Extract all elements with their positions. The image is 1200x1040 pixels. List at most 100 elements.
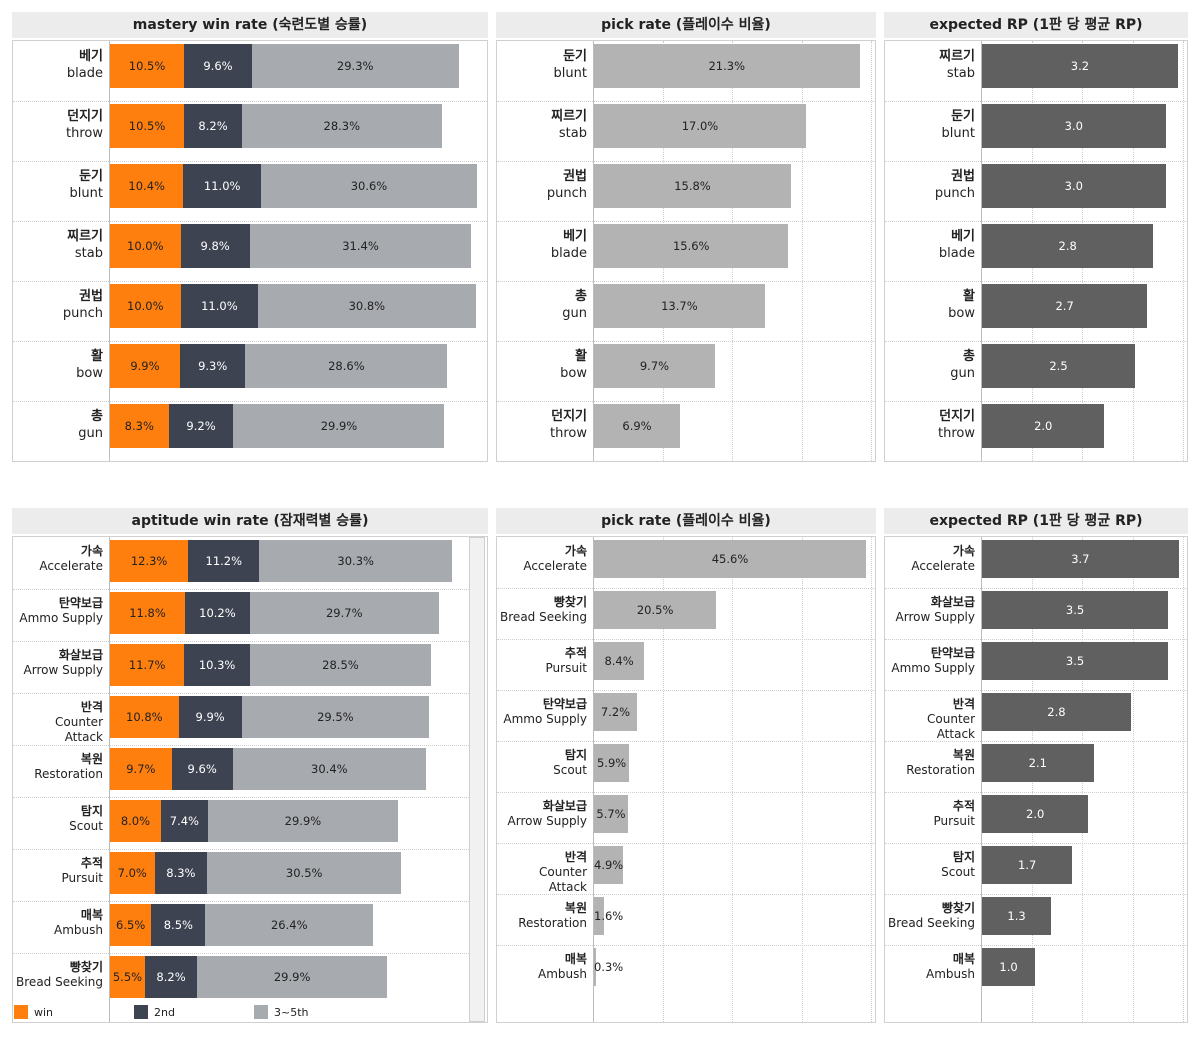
bar-segment-win: 9.7% xyxy=(110,748,172,790)
category-label-korean: 추적 xyxy=(952,799,975,813)
category-label: 베기 blade xyxy=(497,228,587,262)
category-label: 화살보급 Arrow Supply xyxy=(13,648,103,678)
row-separator xyxy=(885,161,1187,162)
y-axis-line xyxy=(109,537,110,1022)
chart-title: expected RP (1판 당 평균 RP) xyxy=(884,12,1188,38)
category-label-english: Arrow Supply xyxy=(507,814,587,828)
category-label: 반격 Counter Attack xyxy=(13,700,103,745)
bar-segment-3to5th: 29.9% xyxy=(207,800,398,842)
chart-body: 가속 Accelerate 3.7 화살보급 Arrow Supply 3.5 탄약보급 Am… xyxy=(884,536,1188,1023)
row-separator xyxy=(885,894,1187,895)
category-label-korean: 탐지 xyxy=(564,748,587,762)
category-label-english: Scout xyxy=(941,865,975,879)
vertical-scrollbar[interactable] xyxy=(469,537,485,1022)
bar-segment-win: 11.7% xyxy=(110,644,185,686)
data-label: 1.0 xyxy=(999,960,1018,974)
category-label: 던지기 throw xyxy=(497,408,587,442)
gridline-vertical xyxy=(663,537,664,1022)
category-label-korean: 빵찾기 xyxy=(553,595,587,609)
category-label-english: Ammo Supply xyxy=(503,712,587,726)
data-label: 20.5% xyxy=(636,603,674,617)
bar xyxy=(982,344,1136,388)
bar xyxy=(982,540,1179,578)
bar-segment-2nd: 8.2% xyxy=(184,104,242,148)
chart-body: 베기 blade 10.5% 9.6% 29.3% 던지기 throw 10.5% 8.2% 28… xyxy=(12,40,488,462)
data-label: 1.7 xyxy=(1018,858,1037,872)
bar xyxy=(594,897,604,935)
category-label: 권법 punch xyxy=(497,168,587,202)
category-label-english: Counter Attack xyxy=(55,715,103,744)
bar xyxy=(594,404,681,448)
category-label-korean: 가속 xyxy=(564,544,587,558)
chart-panel-aptitude-rp: expected RP (1판 당 평균 RP) 가속 Accelerate 3.7 화… xyxy=(884,508,1188,1023)
bar-segment-3to5th: 29.9% xyxy=(197,956,388,998)
chart-body: 둔기 blunt 21.3% 찌르기 stab 17.0% 권법 punch 15.8% 베기 bl… xyxy=(496,40,876,462)
data-label: 2.8 xyxy=(1058,239,1077,253)
category-label-english: Arrow Supply xyxy=(895,610,975,624)
data-label: 17.0% xyxy=(681,119,719,133)
category-label-korean: 찌르기 xyxy=(67,229,103,244)
bar-segment-2nd: 8.3% xyxy=(154,852,208,894)
bar-segment-3to5th: 30.3% xyxy=(259,540,452,582)
category-label-korean: 추적 xyxy=(564,646,587,660)
bar-segment-2nd: 10.2% xyxy=(185,592,250,634)
chart-panel-mastery-pick: pick rate (플레이수 비율) 둔기 blunt 21.3% 찌르기 stab 17… xyxy=(496,12,876,462)
category-label-korean: 둔기 xyxy=(951,109,975,124)
data-label: 3.5 xyxy=(1065,603,1085,617)
bar-segment-3to5th: 28.5% xyxy=(249,644,432,686)
category-label-korean: 화살보급 xyxy=(930,595,975,609)
category-label-korean: 화살보급 xyxy=(542,799,587,813)
y-axis-line xyxy=(981,41,982,461)
category-label-english: punch xyxy=(934,186,975,201)
category-label-english: bow xyxy=(948,306,975,321)
category-label-english: Restoration xyxy=(518,916,587,930)
chart-title: mastery win rate (숙련도별 승률) xyxy=(12,12,488,38)
data-label: 2.0 xyxy=(1034,419,1053,433)
chart-title: pick rate (플레이수 비율) xyxy=(496,12,876,38)
category-label-english: blade xyxy=(938,246,975,261)
category-label-english: stab xyxy=(74,246,103,261)
data-label: 1.3 xyxy=(1007,909,1026,923)
category-label-korean: 권법 xyxy=(79,289,103,304)
category-label-korean: 복원 xyxy=(80,752,103,766)
bar xyxy=(982,795,1089,833)
bar xyxy=(594,846,624,884)
row-separator xyxy=(497,792,875,793)
row-separator xyxy=(13,221,487,222)
category-label: 권법 punch xyxy=(885,168,975,202)
data-label: 2.0 xyxy=(1026,807,1045,821)
bar-segment-2nd: 11.2% xyxy=(188,540,260,582)
row-separator xyxy=(885,341,1187,342)
category-label-korean: 가속 xyxy=(952,544,975,558)
chart-body: 가속 Accelerate 12.3% 11.2% 30.3% 탄약보급 Ammo Supp… xyxy=(12,536,488,1023)
bar xyxy=(982,104,1166,148)
category-label-korean: 탐지 xyxy=(80,804,103,818)
row-separator xyxy=(497,341,875,342)
category-label-korean: 반격 xyxy=(952,697,975,711)
row-separator xyxy=(13,849,469,850)
data-label: 7.2% xyxy=(600,705,631,719)
bar xyxy=(982,591,1169,629)
data-label: 3.0 xyxy=(1064,179,1083,193)
category-label: 매복 Ambush xyxy=(885,952,975,982)
category-label-korean: 권법 xyxy=(951,169,975,184)
legend-swatch-win xyxy=(14,1005,28,1019)
category-label: 총 gun xyxy=(13,408,103,442)
bar-segment-3to5th: 30.4% xyxy=(232,748,426,790)
bar xyxy=(982,897,1052,935)
category-label-english: blunt xyxy=(553,66,587,81)
category-label-english: gun xyxy=(950,366,975,381)
category-label-english: Bread Seeking xyxy=(16,975,103,989)
category-label-english: Accelerate xyxy=(911,559,975,573)
category-label-korean: 탄약보급 xyxy=(542,697,587,711)
bar xyxy=(982,642,1169,680)
category-label: 탄약보급 Ammo Supply xyxy=(497,697,587,727)
category-label: 가속 Accelerate xyxy=(13,544,103,574)
row-separator xyxy=(13,161,487,162)
category-label-english: Pursuit xyxy=(545,661,587,675)
row-separator xyxy=(885,792,1187,793)
category-label: 찌르기 stab xyxy=(497,108,587,142)
row-separator xyxy=(13,589,469,590)
gridline-vertical xyxy=(1183,41,1184,461)
category-label-korean: 매복 xyxy=(952,952,975,966)
